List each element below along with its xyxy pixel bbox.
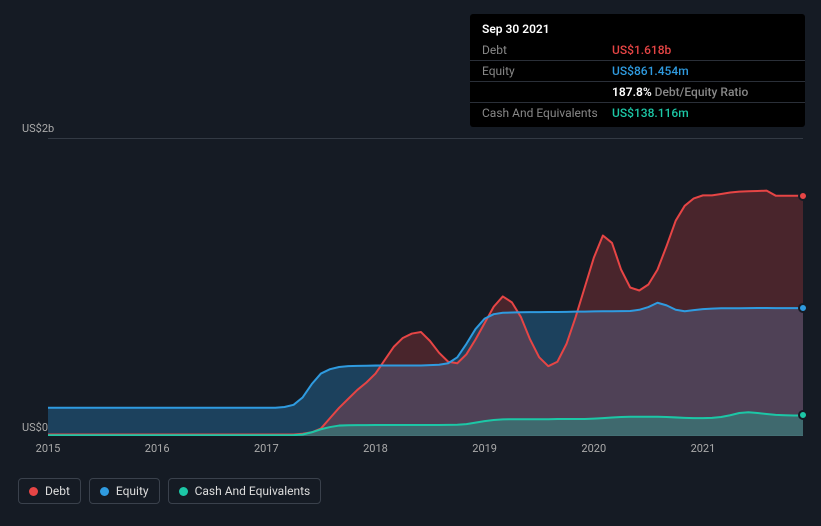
legend-dot-icon bbox=[100, 487, 109, 496]
x-tick-label: 2016 bbox=[145, 442, 170, 455]
tooltip-row-value: US$138.116m bbox=[612, 105, 689, 121]
series-end-marker bbox=[798, 410, 808, 420]
x-tick-label: 2020 bbox=[581, 442, 606, 455]
chart-svg bbox=[48, 139, 803, 436]
x-tick-label: 2019 bbox=[472, 442, 497, 455]
tooltip-row: EquityUS$861.454m bbox=[470, 61, 805, 82]
chart-area: US$2b US$0 2015 2016 2017 2018 2019 2020 2021 bbox=[18, 120, 803, 500]
tooltip-row-label: Equity bbox=[482, 63, 612, 79]
legend-item[interactable]: Debt bbox=[18, 478, 81, 504]
tooltip-row: DebtUS$1.618b bbox=[470, 40, 805, 61]
legend-item[interactable]: Cash And Equivalents bbox=[168, 478, 322, 504]
chart-legend: Debt Equity Cash And Equivalents bbox=[18, 478, 321, 504]
tooltip-row-label: Debt bbox=[482, 42, 612, 58]
tooltip-date: Sep 30 2021 bbox=[470, 18, 805, 40]
legend-dot-icon bbox=[179, 487, 188, 496]
legend-dot-icon bbox=[29, 487, 38, 496]
x-tick-label: 2018 bbox=[363, 442, 388, 455]
x-tick-label: 2015 bbox=[36, 442, 61, 455]
legend-label: Debt bbox=[45, 484, 70, 498]
tooltip-row-value: US$861.454m bbox=[612, 63, 689, 79]
tooltip-rows: DebtUS$1.618bEquityUS$861.454m187.8% Deb… bbox=[470, 40, 805, 123]
legend-item[interactable]: Equity bbox=[89, 478, 160, 504]
tooltip-row-label bbox=[482, 84, 612, 100]
series-end-marker bbox=[798, 303, 808, 313]
y-tick-bottom: US$0 bbox=[22, 421, 48, 434]
series-end-marker bbox=[798, 191, 808, 201]
tooltip-row-label: Cash And Equivalents bbox=[482, 105, 612, 121]
x-tick-label: 2021 bbox=[691, 442, 716, 455]
tooltip-row: 187.8% Debt/Equity Ratio bbox=[470, 82, 805, 103]
y-tick-top: US$2b bbox=[22, 122, 54, 135]
series-area bbox=[48, 191, 803, 436]
tooltip-row-value: US$1.618b bbox=[612, 42, 671, 58]
x-tick-label: 2017 bbox=[254, 442, 279, 455]
legend-label: Cash And Equivalents bbox=[195, 484, 311, 498]
tooltip-row-value: 187.8% Debt/Equity Ratio bbox=[612, 84, 748, 100]
chart-plot[interactable] bbox=[48, 138, 803, 436]
chart-tooltip: Sep 30 2021 DebtUS$1.618bEquityUS$861.45… bbox=[470, 14, 805, 127]
legend-label: Equity bbox=[116, 484, 149, 498]
